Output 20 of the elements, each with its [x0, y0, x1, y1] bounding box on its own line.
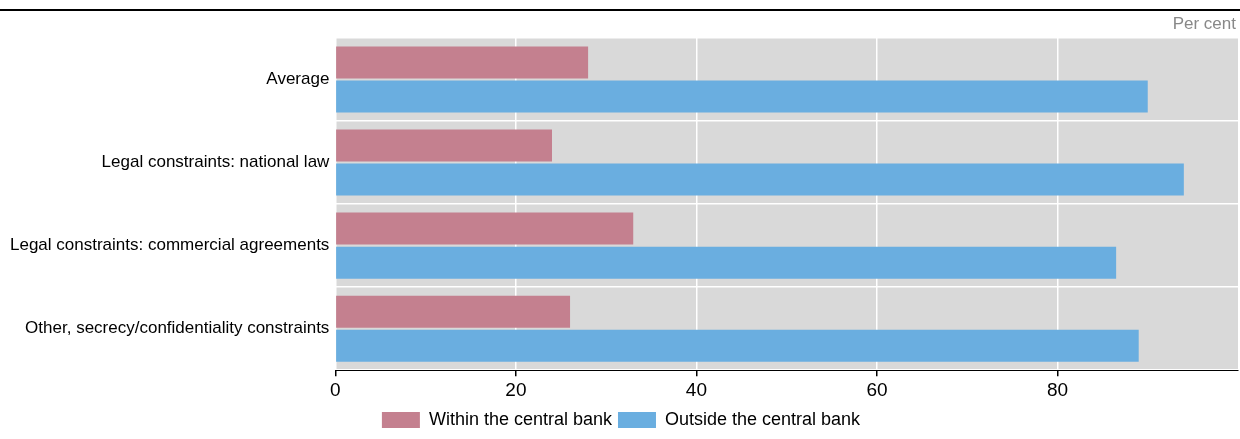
bar	[336, 46, 589, 79]
x-tick-label: 20	[505, 378, 527, 400]
bar	[336, 329, 1139, 362]
x-tick-label: 40	[685, 378, 707, 400]
y-tick-label: Legal constraints: commercial agreements	[9, 235, 330, 255]
y-tick-label: Legal constraints: national law	[101, 152, 331, 172]
legend-label: Outside the central bank	[664, 408, 862, 429]
x-tick-label: 80	[1046, 378, 1069, 400]
x-tick-label: 0	[330, 378, 341, 400]
bar	[336, 246, 1117, 279]
x-tick-label: 60	[866, 378, 888, 400]
bar	[336, 212, 634, 245]
bar	[336, 163, 1184, 196]
bar	[336, 295, 571, 328]
bar	[336, 80, 1148, 113]
bar	[336, 129, 552, 162]
legend-label: Within the central bank	[428, 408, 613, 429]
y-tick-label: Average	[266, 69, 330, 89]
x-axis-title: Per cent	[1172, 14, 1236, 34]
y-tick-label: Other, secrecy/confidentiality constraints	[25, 318, 330, 338]
